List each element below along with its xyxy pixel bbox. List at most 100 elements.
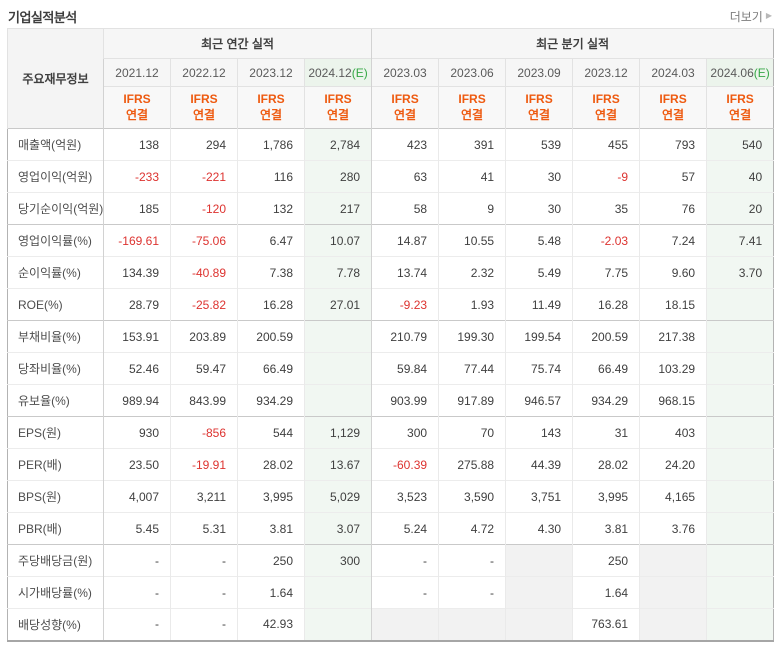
table-cell: 57 bbox=[639, 160, 707, 193]
table-cell: 16.28 bbox=[572, 288, 640, 321]
table-cell: 2.32 bbox=[438, 256, 506, 289]
table-cell: 44.39 bbox=[505, 448, 573, 481]
table-cell: 11.49 bbox=[505, 288, 573, 321]
table-cell bbox=[706, 512, 774, 545]
table-row: 당좌비율(%) 52.46 59.47 66.49 59.84 77.44 75.74 66.… bbox=[7, 352, 774, 385]
table-cell: 3.81 bbox=[572, 512, 640, 545]
table-cell: 103.29 bbox=[639, 352, 707, 385]
table-row: EPS(원) 930 -856 544 1,129 300 70 143 31 403 bbox=[7, 416, 774, 449]
table-cell: - bbox=[103, 576, 171, 609]
table-cell: 250 bbox=[237, 544, 305, 577]
table-cell: 10.55 bbox=[438, 224, 506, 257]
table-cell: 7.24 bbox=[639, 224, 707, 257]
section-title-bar: 기업실적분석 더보기 ▶ bbox=[0, 0, 780, 28]
table-cell bbox=[706, 384, 774, 417]
table-cell bbox=[303, 608, 372, 641]
table-cell: 199.54 bbox=[505, 320, 573, 353]
table-cell: 40 bbox=[706, 160, 774, 193]
table-cell bbox=[303, 320, 372, 353]
table-cell: 3,211 bbox=[170, 480, 238, 513]
table-cell: 423 bbox=[371, 128, 439, 161]
table-cell bbox=[706, 288, 774, 321]
ifrs-subheader: IFRS 연결 bbox=[237, 86, 305, 129]
table-cell: 7.75 bbox=[572, 256, 640, 289]
table-cell: 10.07 bbox=[303, 224, 372, 257]
table-cell: 793 bbox=[639, 128, 707, 161]
table-cell: 3.07 bbox=[303, 512, 372, 545]
table-cell: 6.47 bbox=[237, 224, 305, 257]
table-cell: 3,995 bbox=[237, 480, 305, 513]
table-cell: -120 bbox=[170, 192, 238, 225]
table-cell: 13.67 bbox=[303, 448, 372, 481]
table-cell bbox=[706, 608, 774, 641]
table-cell: 968.15 bbox=[639, 384, 707, 417]
table-cell bbox=[706, 448, 774, 481]
table-cell: 763.61 bbox=[572, 608, 640, 641]
table-row: 영업이익률(%) -169.61 -75.06 6.47 10.07 14.87 10.55… bbox=[7, 224, 774, 257]
table-cell: -60.39 bbox=[371, 448, 439, 481]
ifrs-subheader: IFRS 연결 bbox=[170, 86, 238, 129]
more-link[interactable]: 더보기 ▶ bbox=[730, 8, 772, 25]
table-cell: 3,995 bbox=[572, 480, 640, 513]
table-cell: 138 bbox=[103, 128, 171, 161]
table-row: 유보율(%) 989.94 843.99 934.29 903.99 917.89 946.… bbox=[7, 384, 774, 417]
table-cell: 3.76 bbox=[639, 512, 707, 545]
table-cell: 539 bbox=[505, 128, 573, 161]
table-cell: -75.06 bbox=[170, 224, 238, 257]
table-cell: 28.79 bbox=[103, 288, 171, 321]
table-cell bbox=[706, 576, 774, 609]
financial-performance-table: 주요재무정보 최근 연간 실적 최근 분기 실적 2021.12 2022.12 2… bbox=[7, 28, 775, 642]
row-label: BPS(원) bbox=[7, 480, 104, 513]
table-cell: 76 bbox=[639, 192, 707, 225]
ifrs-subheader: IFRS 연결 bbox=[103, 86, 171, 129]
table-cell bbox=[303, 384, 372, 417]
table-cell: -221 bbox=[170, 160, 238, 193]
table-cell: 28.02 bbox=[237, 448, 305, 481]
table-cell: 16.28 bbox=[237, 288, 305, 321]
row-label: EPS(원) bbox=[7, 416, 104, 449]
row-label: PBR(배) bbox=[7, 512, 104, 545]
table-cell: -25.82 bbox=[170, 288, 238, 321]
table-cell: 1.64 bbox=[572, 576, 640, 609]
table-cell bbox=[505, 576, 573, 609]
table-cell: -19.91 bbox=[170, 448, 238, 481]
row-label: 배당성향(%) bbox=[7, 608, 104, 641]
table-cell: 199.30 bbox=[438, 320, 506, 353]
table-cell: 4,007 bbox=[103, 480, 171, 513]
table-cell: 185 bbox=[103, 192, 171, 225]
table-cell bbox=[639, 608, 707, 641]
row-label: 영업이익률(%) bbox=[7, 224, 104, 257]
table-row: 당기순이익(억원) 185 -120 132 217 58 9 30 35 76 20 bbox=[7, 192, 774, 225]
table-cell: - bbox=[103, 544, 171, 577]
ifrs-subheader: IFRS 연결 bbox=[303, 86, 372, 129]
table-cell: 7.78 bbox=[303, 256, 372, 289]
table-cell: 217 bbox=[303, 192, 372, 225]
row-label: PER(배) bbox=[7, 448, 104, 481]
table-cell: 35 bbox=[572, 192, 640, 225]
table-cell: 30 bbox=[505, 160, 573, 193]
table-row: 부채비율(%) 153.91 203.89 200.59 210.79 199.30 199… bbox=[7, 320, 774, 353]
table-cell: 70 bbox=[438, 416, 506, 449]
column-header: 2024.12(E) bbox=[303, 58, 372, 87]
table-cell: 7.41 bbox=[706, 224, 774, 257]
table-cell: -40.89 bbox=[170, 256, 238, 289]
table-cell bbox=[706, 480, 774, 513]
table-cell: 42.93 bbox=[237, 608, 305, 641]
table-cell bbox=[303, 576, 372, 609]
ifrs-subheader: IFRS 연결 bbox=[438, 86, 506, 129]
table-cell: 52.46 bbox=[103, 352, 171, 385]
table-cell: 300 bbox=[371, 416, 439, 449]
estimate-suffix: (E) bbox=[351, 65, 368, 80]
table-cell: 59.84 bbox=[371, 352, 439, 385]
table-cell: 41 bbox=[438, 160, 506, 193]
table-cell: 59.47 bbox=[170, 352, 238, 385]
table-cell bbox=[438, 608, 506, 641]
table-row: 배당성향(%) - -42.93 763.61 bbox=[7, 608, 774, 641]
table-cell: 1.64 bbox=[237, 576, 305, 609]
ifrs-subheader: IFRS 연결 bbox=[371, 86, 439, 129]
table-cell: 200.59 bbox=[237, 320, 305, 353]
estimate-suffix: (E) bbox=[753, 65, 770, 80]
column-header: 2023.09 bbox=[505, 58, 573, 87]
table-cell: 203.89 bbox=[170, 320, 238, 353]
table-cell: 77.44 bbox=[438, 352, 506, 385]
